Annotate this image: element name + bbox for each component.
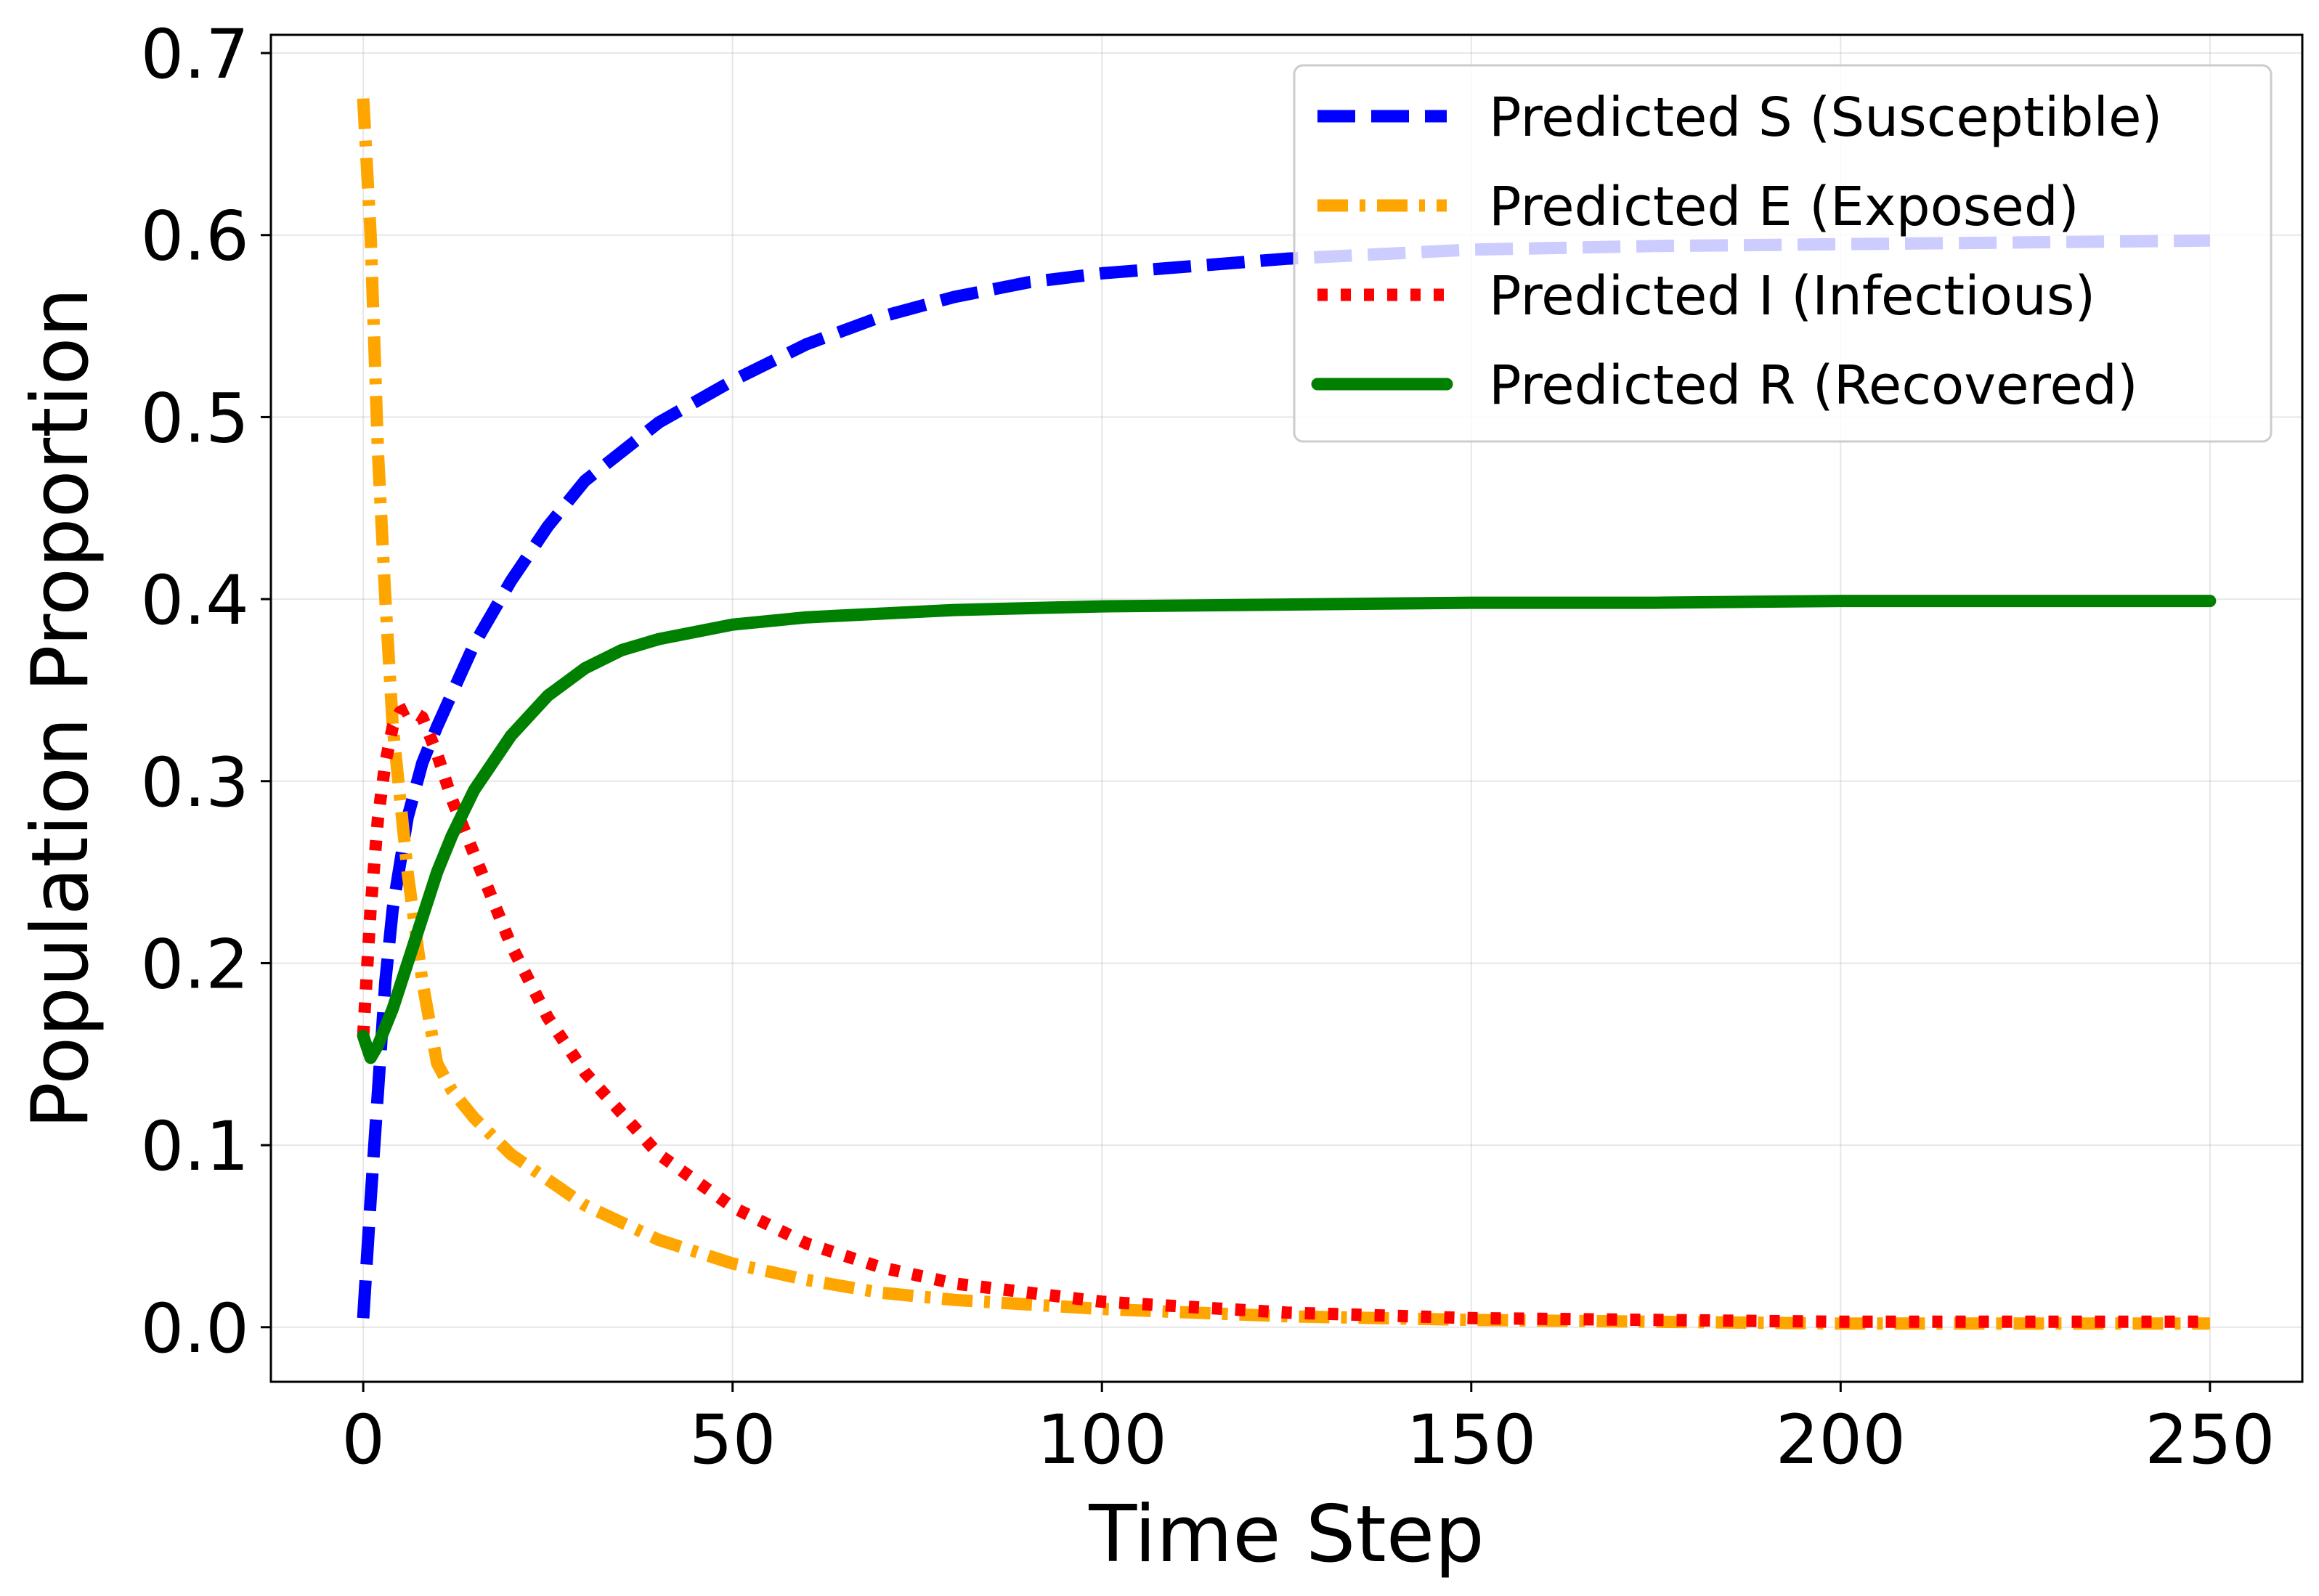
y-tick-label: 0.3 (141, 744, 250, 823)
series-line-3 (357, 702, 2210, 1328)
x-tick-label: 50 (689, 1401, 776, 1480)
x-tick-label: 250 (2145, 1401, 2275, 1480)
x-tick-label: 200 (1776, 1401, 1906, 1480)
y-tick-label: 0.1 (141, 1107, 250, 1186)
legend-label-3: Predicted I (Infectious) (1489, 265, 2095, 327)
legend-label-4: Predicted R (Recovered) (1489, 354, 2138, 417)
y-tick-label: 0.7 (141, 15, 250, 94)
y-axis-label: Population Proportion (15, 288, 106, 1129)
y-tick-label: 0.0 (141, 1290, 250, 1369)
y-tick-label: 0.2 (141, 925, 250, 1004)
x-tick-label: 150 (1406, 1401, 1536, 1480)
y-tick-label: 0.4 (141, 561, 250, 640)
series-line-1 (357, 234, 2210, 1319)
y-tick-label: 0.6 (141, 198, 250, 277)
legend-label-1: Predicted S (Susceptible) (1489, 86, 2162, 149)
series-line-2 (357, 98, 2210, 1330)
legend-box (1293, 64, 2273, 443)
series-line-4 (357, 595, 2217, 1064)
plot-frame (269, 33, 2304, 1383)
series-lines (357, 98, 2217, 1330)
y-tick-label: 0.5 (141, 379, 250, 458)
legend-label-2: Predicted E (Exposed) (1489, 176, 2079, 238)
x-axis-label: Time Step (1088, 1489, 1485, 1580)
x-tick-label: 0 (341, 1401, 385, 1480)
legend: Predicted S (Susceptible) Predicted E (Ex… (1293, 64, 2273, 443)
x-tick-label: 100 (1037, 1401, 1167, 1480)
axis-ticks: 0 50 100 150 200 250 0.0 0.1 0.2 0.3 0.4 0.5 0.6 0.7 (141, 15, 2275, 1480)
